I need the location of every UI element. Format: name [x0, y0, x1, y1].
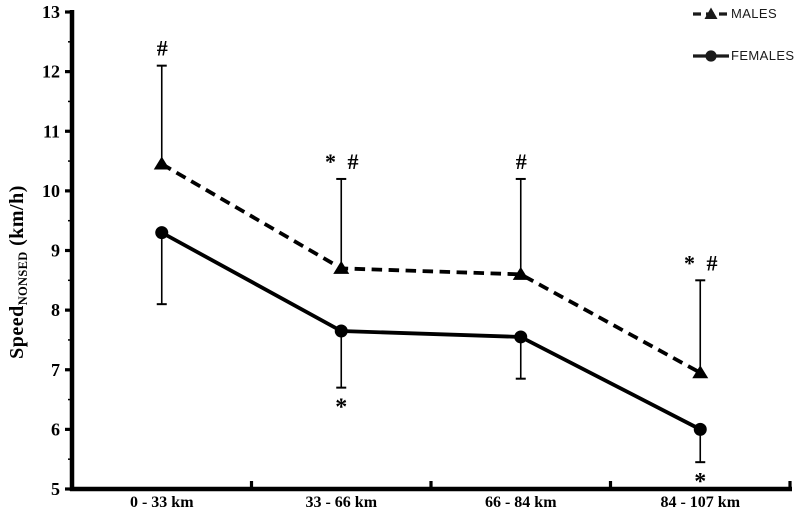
y-tick-label: 12: [42, 62, 60, 82]
females-line: [160, 230, 702, 432]
y-tick-label: 10: [42, 181, 60, 201]
males-annotation: * #: [325, 149, 362, 174]
legend-row-females: FEMALES: [693, 48, 794, 63]
y-tick-label: 5: [51, 479, 60, 499]
category-label: 33 - 66 km: [305, 494, 377, 511]
males-annotation: * #: [684, 250, 721, 275]
males-line: [160, 162, 702, 375]
y-axis-label: SpeedNONSED (km/h): [3, 122, 31, 422]
category-label: 84 - 107 km: [660, 494, 740, 511]
y-tick-label: 9: [51, 241, 60, 261]
males-marker: [333, 260, 350, 274]
females-marker: [334, 324, 348, 338]
y-axis-label-unit: (km/h): [6, 185, 28, 252]
females-annotation: *: [694, 469, 706, 495]
males-marker: [153, 156, 170, 170]
legend-row-males: MALES: [693, 6, 794, 21]
males-dashed-triangle-icon: [693, 7, 729, 19]
y-tick-label: 11: [43, 121, 60, 141]
category-label: 0 - 33 km: [130, 494, 194, 511]
legend-label-females: FEMALES: [731, 48, 795, 63]
females-marker: [514, 330, 528, 344]
females-marker: [155, 226, 169, 240]
y-tick-label: 8: [51, 300, 60, 320]
females-solid-circle-icon: [693, 50, 729, 62]
females-annotation: *: [335, 395, 347, 421]
males-annotation: #: [157, 36, 171, 61]
y-tick-label: 13: [42, 2, 60, 22]
legend: MALES FEMALES: [693, 6, 794, 63]
females-marker: [693, 422, 707, 436]
category-label: 66 - 84 km: [485, 494, 557, 511]
males-marker: [692, 365, 709, 379]
y-axis-label-subscript: NONSED: [16, 251, 30, 306]
males-annotation: #: [516, 149, 530, 174]
y-tick-label: 7: [51, 360, 60, 380]
males-marker: [512, 266, 529, 280]
y-tick-label: 6: [51, 419, 60, 439]
legend-label-males: MALES: [731, 6, 778, 21]
y-axis-label-base: Speed: [6, 305, 28, 359]
